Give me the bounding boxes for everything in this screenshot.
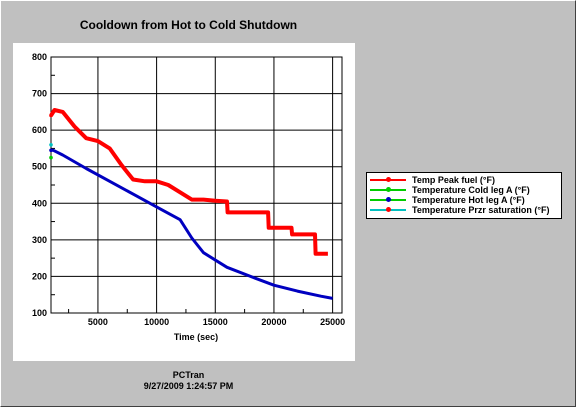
legend: Temp Peak fuel (°F) Temperature Cold leg… [366,172,562,219]
y-tick-label: 100 [32,308,47,318]
legend-marker-icon [386,187,391,192]
footer: PCTran 9/27/2009 1:24:57 PM [1,370,376,392]
x-tick-label: 15000 [203,317,228,327]
y-tick-label: 800 [32,52,47,62]
legend-item-cold-leg: Temperature Cold leg A (°F) [367,185,561,195]
chart-svg: 100 200 300 400 500 600 700 800 5000 10000 15000 2… [32,52,345,342]
footer-timestamp: 9/27/2009 1:24:57 PM [143,381,234,391]
legend-marker-icon [386,207,391,212]
series-start-point-2 [49,148,53,153]
x-tick-label: 25000 [320,317,345,327]
legend-label: Temperature Hot leg A (°F) [412,195,525,205]
y-tick-label: 300 [32,235,47,245]
footer-app-name: PCTran [172,370,205,380]
gridlines [51,57,342,313]
legend-item-przr-saturation: Temperature Przr saturation (°F) [367,205,561,215]
plot-panel: 100 200 300 400 500 600 700 800 5000 10000 15000 2… [13,43,355,361]
legend-marker-icon [386,177,391,182]
y-tick-label: 400 [32,198,47,208]
series-layer [49,108,333,300]
series-line-2 [51,148,333,300]
x-tick-label: 20000 [261,317,286,327]
y-tick-label: 600 [32,125,47,135]
x-tick-label: 10000 [144,317,169,327]
plot-area [50,56,343,314]
series-start-point-0 [49,113,53,118]
y-tick-label: 200 [32,271,47,281]
legend-item-hot-leg: Temperature Hot leg A (°F) [367,195,561,205]
x-tick-label: 5000 [88,317,108,327]
x-axis-label: Time (sec) [174,332,218,342]
series-start-point-1 [49,155,53,160]
x-axis-ticks: 5000 10000 15000 20000 25000 [68,309,345,327]
legend-label: Temperature Cold leg A (°F) [412,185,530,195]
y-tick-label: 500 [32,162,47,172]
y-axis-ticks: 100 200 300 400 500 600 700 800 [32,52,55,318]
chart-title: Cooldown from Hot to Cold Shutdown [79,18,298,32]
legend-label: Temperature Przr saturation (°F) [412,205,550,215]
legend-marker-icon [386,197,391,202]
series-start-point-3 [49,142,53,147]
legend-item-peak-fuel: Temp Peak fuel (°F) [367,175,561,185]
series-line-0 [49,108,328,256]
y-tick-label: 700 [32,89,47,99]
legend-label: Temp Peak fuel (°F) [412,175,495,185]
